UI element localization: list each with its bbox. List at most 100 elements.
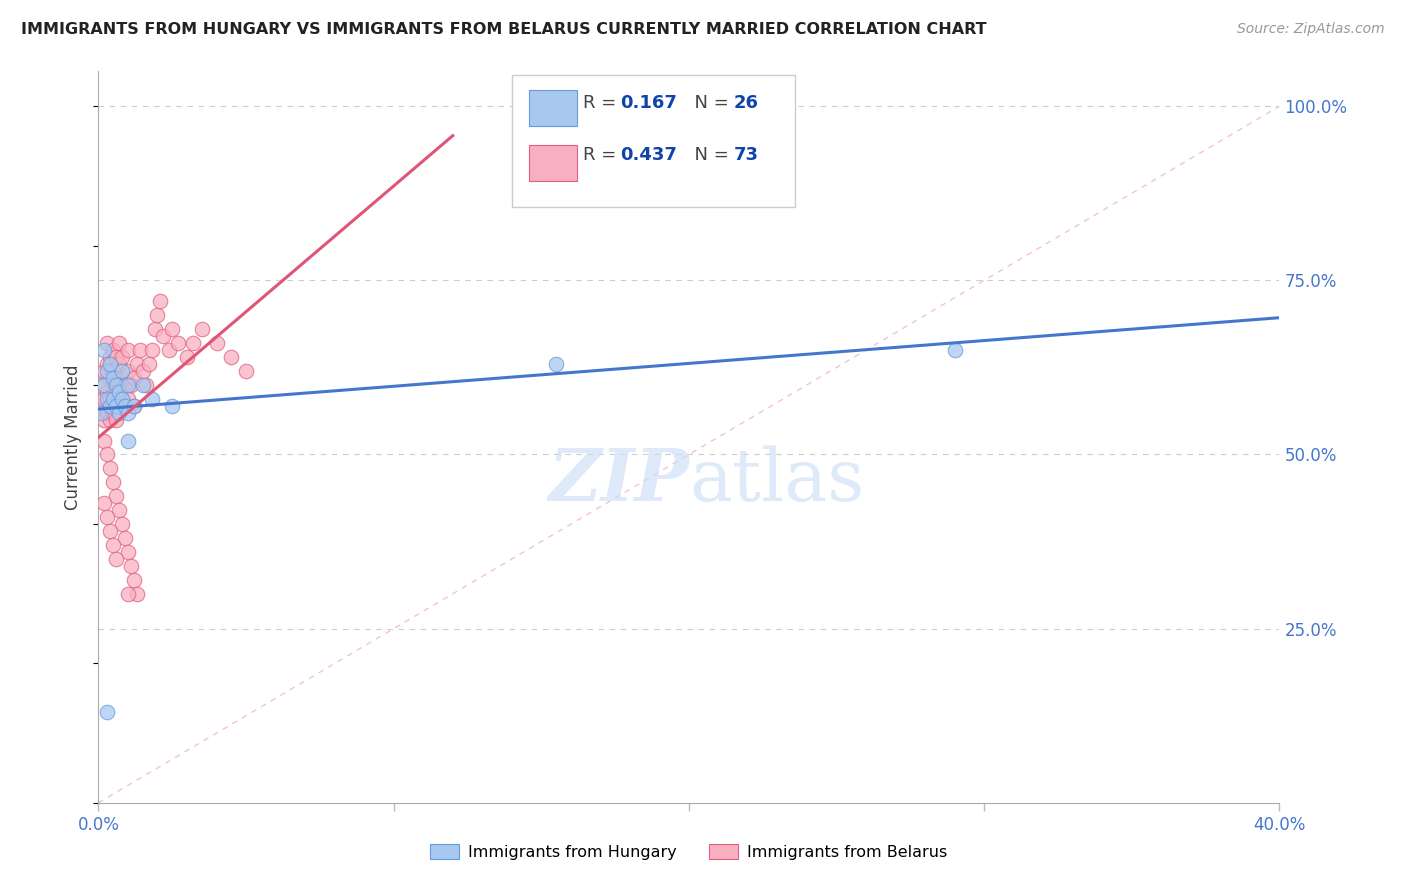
Point [128, 343, 150, 357]
Point [146, 308, 169, 322]
Point [96, 364, 118, 378]
Point [111, 350, 134, 364]
Point [96, 392, 118, 406]
Text: N =: N = [683, 146, 734, 164]
Point [93, 412, 115, 426]
Point [943, 343, 966, 357]
Point [181, 336, 204, 351]
Point [108, 357, 131, 371]
Point [90, 399, 112, 413]
Legend: Immigrants from Hungary, Immigrants from Belarus: Immigrants from Hungary, Immigrants from… [422, 837, 956, 868]
Point [176, 350, 198, 364]
Text: Source: ZipAtlas.com: Source: ZipAtlas.com [1237, 22, 1385, 37]
Point [167, 336, 190, 351]
Point [191, 322, 214, 336]
Point [138, 357, 160, 371]
Text: R =: R = [582, 94, 621, 112]
Point [117, 364, 139, 378]
FancyBboxPatch shape [530, 90, 576, 127]
Point [96, 357, 118, 371]
Point [235, 364, 257, 378]
Point [103, 538, 125, 552]
Point [103, 406, 125, 420]
Point [141, 343, 163, 357]
Point [103, 371, 125, 385]
Point [111, 364, 134, 378]
Point [125, 357, 148, 371]
Point [98, 357, 121, 371]
Text: 73: 73 [734, 146, 759, 164]
Point [149, 294, 172, 309]
Point [114, 531, 136, 545]
Text: ZIP: ZIP [548, 445, 689, 516]
Point [114, 399, 136, 413]
Point [98, 371, 121, 385]
Point [108, 336, 131, 351]
Point [93, 364, 115, 378]
Point [103, 384, 125, 399]
Point [162, 399, 183, 413]
Point [122, 399, 145, 413]
Point [108, 384, 131, 399]
Point [117, 587, 139, 601]
Point [122, 399, 145, 413]
Point [98, 524, 121, 538]
Point [105, 399, 128, 413]
Point [117, 377, 139, 392]
Point [108, 377, 131, 392]
Point [152, 329, 174, 343]
Point [120, 377, 142, 392]
Point [103, 343, 125, 357]
Point [122, 573, 145, 587]
Point [93, 496, 115, 510]
Point [125, 587, 148, 601]
Point [546, 357, 568, 371]
Point [105, 412, 128, 426]
Point [98, 461, 121, 475]
Point [117, 392, 139, 406]
Point [117, 434, 139, 448]
Point [157, 343, 180, 357]
Point [132, 364, 155, 378]
Point [108, 503, 131, 517]
Text: IMMIGRANTS FROM HUNGARY VS IMMIGRANTS FROM BELARUS CURRENTLY MARRIED CORRELATION: IMMIGRANTS FROM HUNGARY VS IMMIGRANTS FR… [21, 22, 987, 37]
Point [105, 489, 128, 503]
Point [114, 377, 136, 392]
Point [105, 377, 128, 392]
Point [111, 371, 134, 385]
Text: 0.167: 0.167 [620, 94, 678, 112]
Point [162, 322, 183, 336]
Point [117, 406, 139, 420]
Point [108, 399, 131, 413]
Point [98, 399, 121, 413]
Point [117, 343, 139, 357]
Point [103, 475, 125, 490]
Text: 0.437: 0.437 [620, 146, 678, 164]
FancyBboxPatch shape [530, 145, 576, 181]
Point [105, 350, 128, 364]
Point [135, 377, 157, 392]
Point [205, 336, 228, 351]
Point [93, 392, 115, 406]
Point [122, 371, 145, 385]
Text: N =: N = [683, 94, 734, 112]
Point [105, 371, 128, 385]
Point [96, 406, 118, 420]
FancyBboxPatch shape [512, 75, 796, 207]
Point [96, 384, 118, 399]
Point [221, 350, 243, 364]
Text: R =: R = [582, 146, 621, 164]
Point [93, 434, 115, 448]
Point [96, 336, 118, 351]
Point [103, 364, 125, 378]
Point [103, 392, 125, 406]
Point [93, 377, 115, 392]
Point [93, 343, 115, 357]
Point [105, 552, 128, 566]
Text: atlas: atlas [689, 446, 865, 516]
Point [96, 510, 118, 524]
Point [111, 517, 134, 532]
Point [98, 412, 121, 426]
Point [132, 377, 155, 392]
Point [90, 406, 112, 420]
